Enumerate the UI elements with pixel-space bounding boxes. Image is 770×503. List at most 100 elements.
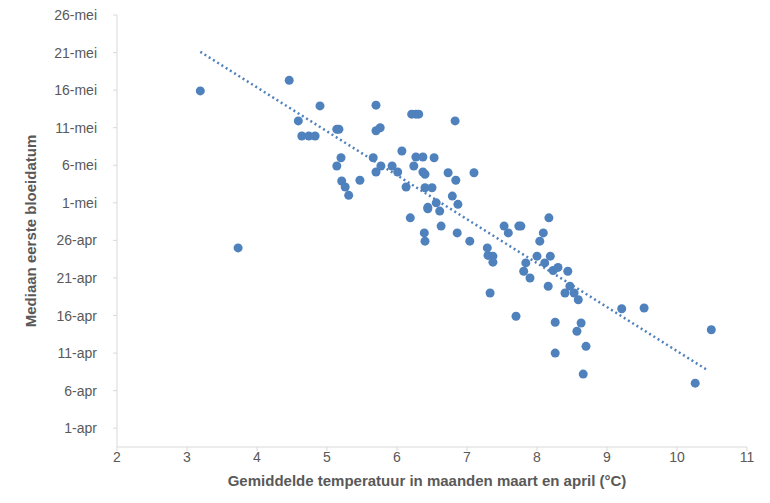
point <box>344 191 353 200</box>
point <box>512 312 521 321</box>
y-tick-label: 1-mei <box>62 195 97 211</box>
point <box>707 325 716 334</box>
x-tick-label: 11 <box>740 449 755 465</box>
point <box>432 198 441 207</box>
x-tick-label: 9 <box>603 449 611 465</box>
y-tick-label: 16-mei <box>54 82 97 98</box>
point <box>406 213 415 222</box>
point <box>341 183 350 192</box>
point <box>470 168 479 177</box>
point <box>551 349 560 358</box>
y-tick <box>113 277 117 278</box>
point <box>533 252 542 261</box>
point <box>423 203 432 212</box>
y-tick-label: 11-apr <box>58 345 98 361</box>
point <box>546 252 555 261</box>
x-tick-label: 6 <box>393 449 401 465</box>
point <box>430 153 439 162</box>
point <box>437 222 446 231</box>
point <box>539 228 548 237</box>
point <box>311 131 320 140</box>
x-tick-label: 8 <box>533 449 541 465</box>
point <box>421 170 430 179</box>
point <box>577 319 586 328</box>
point <box>316 101 325 110</box>
y-tick-label: 21-mei <box>54 45 97 61</box>
point <box>617 304 626 313</box>
point <box>640 304 649 313</box>
y-tick <box>113 165 117 166</box>
y-tick <box>113 202 117 203</box>
y-tick-label: 21-apr <box>57 270 98 286</box>
point <box>444 168 453 177</box>
point <box>372 101 381 110</box>
point <box>516 222 525 231</box>
chart: 2 3 4 5 6 7 8 9 10 11 1-apr 6-apr 11-apr 16-apr 21-apr… <box>0 0 770 503</box>
y-tick-label: 16-apr <box>57 308 98 324</box>
point <box>465 237 474 246</box>
point <box>435 207 444 216</box>
point <box>421 237 430 246</box>
point <box>397 146 406 155</box>
point <box>526 273 535 282</box>
y-tick <box>113 15 117 16</box>
y-tick <box>113 127 117 128</box>
point <box>376 123 385 132</box>
x-tick-label: 10 <box>669 449 685 465</box>
x-tick-label: 5 <box>323 449 331 465</box>
y-axis-title: Mediaan eerste bloeidatum <box>22 135 39 328</box>
point <box>582 342 591 351</box>
point <box>451 176 460 185</box>
x-axis-title: Gemiddelde temperatuur in maanden maart … <box>228 472 627 489</box>
y-tick-label: 26-mei <box>54 7 97 23</box>
y-tick-label: 11-mei <box>55 120 97 136</box>
y-tick <box>113 52 117 53</box>
trend-line <box>200 52 708 371</box>
point <box>337 153 346 162</box>
point <box>428 183 437 192</box>
y-tick <box>113 353 117 354</box>
point <box>519 267 528 276</box>
point <box>453 200 462 209</box>
point <box>453 228 462 237</box>
point <box>535 237 544 246</box>
point <box>691 379 700 388</box>
point <box>579 370 588 379</box>
y-tick <box>113 315 117 316</box>
point <box>486 288 495 297</box>
y-axis-line <box>117 15 118 447</box>
y-tick-label: 6-apr <box>64 383 97 399</box>
point <box>196 86 205 95</box>
y-tick <box>113 428 117 429</box>
x-tick-label: 7 <box>463 449 471 465</box>
point <box>448 192 457 201</box>
y-tick-label: 6-mei <box>62 157 97 173</box>
point <box>294 116 303 125</box>
point <box>420 228 429 237</box>
point <box>504 228 513 237</box>
point <box>572 327 581 336</box>
y-tick <box>113 90 117 91</box>
y-tick-label: 26-apr <box>57 232 98 248</box>
point <box>402 183 411 192</box>
point <box>285 76 294 85</box>
plot-area <box>196 52 716 388</box>
point <box>418 152 427 161</box>
y-tick-label: 1-apr <box>64 420 97 436</box>
point <box>488 258 497 267</box>
point <box>334 125 343 134</box>
point <box>451 116 460 125</box>
x-tick-label: 3 <box>183 449 191 465</box>
point <box>544 213 553 222</box>
point <box>544 282 553 291</box>
point <box>563 267 572 276</box>
point <box>574 295 583 304</box>
point <box>355 176 364 185</box>
point <box>409 162 418 171</box>
y-tick <box>113 390 117 391</box>
x-tick-label: 2 <box>113 449 121 465</box>
x-tick-label: 4 <box>253 449 261 465</box>
point <box>551 318 560 327</box>
point <box>414 110 423 119</box>
point <box>521 258 530 267</box>
